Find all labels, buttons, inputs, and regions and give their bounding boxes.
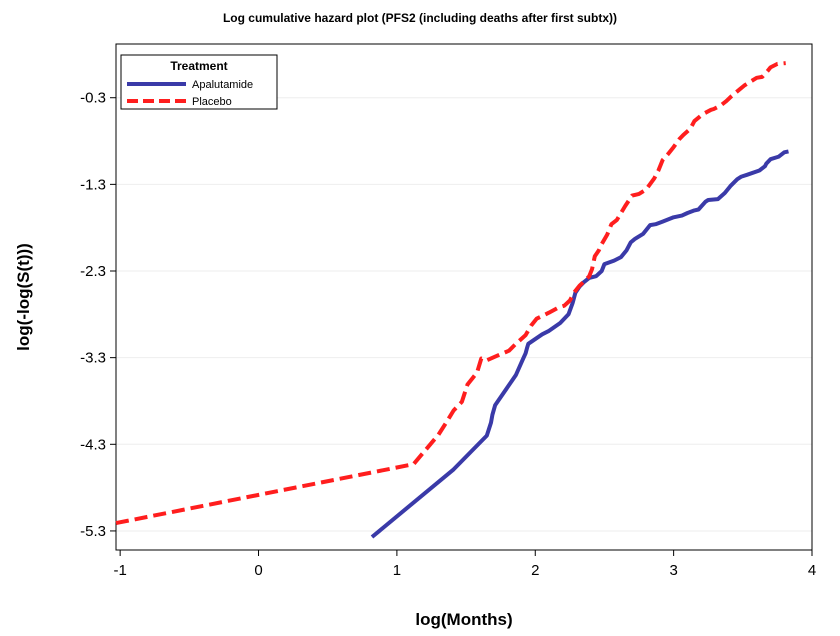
series-line-placebo — [115, 61, 786, 526]
chart-title: Log cumulative hazard plot (PFS2 (includ… — [223, 11, 617, 25]
series-line-apalutamide — [370, 149, 789, 539]
y-axis-label: log(-log(S(t))) — [14, 243, 33, 351]
legend: Treatment Apalutamide Placebo — [120, 54, 278, 110]
y-tick-label: -1.3 — [80, 176, 106, 193]
x-tick-label: 3 — [669, 562, 677, 579]
y-tick-label: -3.3 — [80, 350, 106, 367]
series-layer — [115, 61, 789, 539]
x-axis-label: log(Months) — [415, 610, 512, 629]
x-tick-label: 4 — [808, 562, 816, 579]
x-tick-label: 1 — [393, 562, 401, 579]
legend-label-placebo: Placebo — [192, 96, 232, 108]
y-tick-label: -2.3 — [80, 263, 106, 280]
x-tick-label: -1 — [113, 562, 126, 579]
y-tick-label: -0.3 — [80, 90, 106, 107]
legend-label-apalutamide: Apalutamide — [192, 79, 253, 91]
axis-ticks: -5.3 -4.3 -3.3 -2.3 -1.3 -0.3 -1 0 1 2 3 4 — [80, 90, 816, 579]
horizontal-grid — [116, 97, 812, 532]
x-tick-label: 2 — [531, 562, 539, 579]
legend-title: Treatment — [170, 59, 227, 73]
y-tick-label: -5.3 — [80, 523, 106, 540]
x-tick-label: 0 — [254, 562, 262, 579]
plot-frame — [115, 43, 813, 551]
y-tick-label: -4.3 — [80, 436, 106, 453]
